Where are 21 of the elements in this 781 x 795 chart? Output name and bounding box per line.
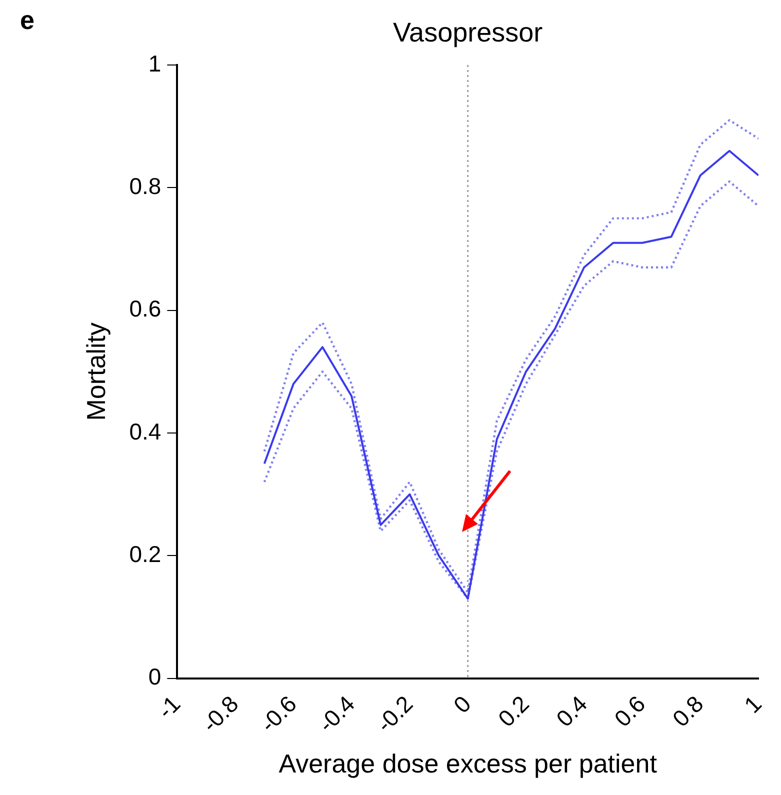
x-axis-title: Average dose excess per patient: [278, 748, 658, 779]
y-tick-label: 0.4: [129, 418, 162, 444]
chart-title: Vasopressor: [393, 17, 543, 48]
y-tick-label: 0: [148, 664, 162, 690]
y-tick-label: 0.8: [129, 172, 162, 199]
x-tick-label: 0.8: [667, 690, 708, 732]
y-tick-label: 0.6: [129, 296, 162, 322]
x-tick-label: -0.2: [371, 690, 418, 738]
x-tick-label: -1: [152, 690, 186, 724]
x-tick-label: -0.6: [255, 690, 302, 738]
x-tick-label: 0: [448, 690, 476, 718]
x-tick-label: 0.2: [492, 690, 534, 732]
text: e: [20, 5, 34, 36]
y-tick-label: 0.2: [129, 540, 162, 567]
x-tick-label: 0.6: [609, 690, 650, 732]
y-axis-title: Mortality: [80, 322, 111, 421]
x-tick-label: 0.4: [551, 690, 592, 732]
x-tick-label: -0.4: [313, 690, 360, 738]
x-tick-label: 1: [739, 690, 767, 718]
y-tick-label: 1: [148, 50, 162, 76]
x-tick-label: -0.8: [196, 690, 244, 738]
